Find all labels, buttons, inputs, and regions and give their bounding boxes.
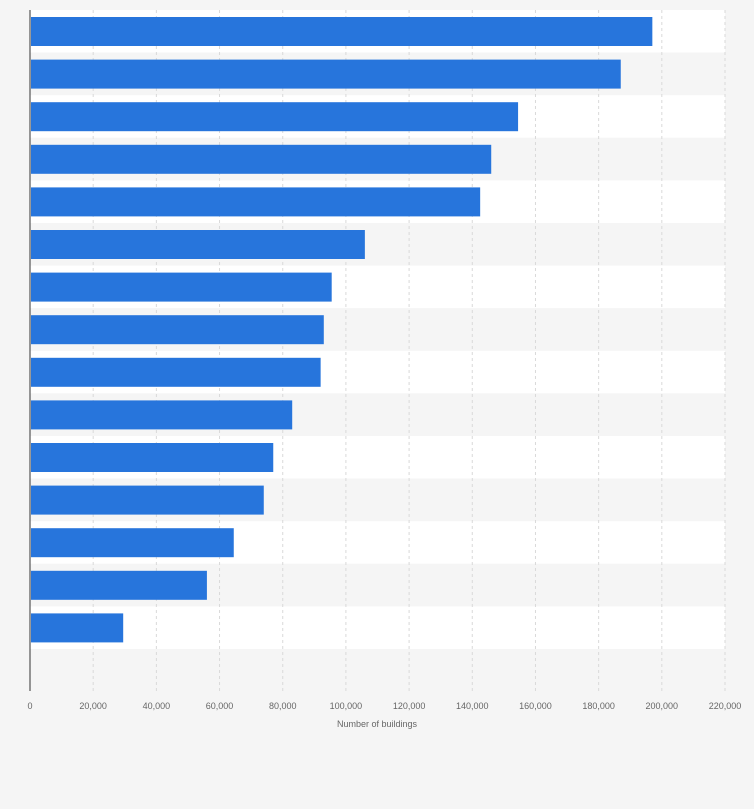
x-tick-label: 180,000: [582, 701, 615, 711]
x-tick-label: 80,000: [269, 701, 297, 711]
x-tick-label: 140,000: [456, 701, 489, 711]
bar[interactable]: [31, 272, 332, 302]
bar[interactable]: [31, 570, 207, 600]
bar[interactable]: [31, 144, 492, 174]
bar[interactable]: [31, 613, 124, 643]
bar[interactable]: [31, 400, 293, 430]
x-tick-label: 220,000: [709, 701, 742, 711]
bar[interactable]: [31, 59, 621, 89]
bar[interactable]: [31, 187, 481, 217]
bar[interactable]: [31, 485, 264, 515]
bar[interactable]: [31, 230, 365, 259]
x-tick-label: 120,000: [393, 701, 426, 711]
x-tick-label: 100,000: [330, 701, 363, 711]
bar[interactable]: [31, 528, 234, 558]
bar[interactable]: [31, 443, 274, 472]
bar[interactable]: [31, 357, 321, 387]
x-tick-labels: 0 20,000 40,000 60,000 80,000 100,000 120,000 1…: [27, 701, 741, 711]
x-tick-label: 200,000: [646, 701, 679, 711]
x-tick-label: 0: [27, 701, 32, 711]
row-band: [30, 649, 725, 691]
x-axis-title: Number of buildings: [337, 719, 418, 729]
x-tick-label: 40,000: [143, 701, 171, 711]
x-tick-label: 160,000: [519, 701, 552, 711]
bar[interactable]: [31, 315, 324, 345]
bar[interactable]: [31, 102, 519, 132]
row-band: [30, 606, 725, 649]
bar[interactable]: [31, 17, 653, 46]
x-tick-label: 60,000: [206, 701, 234, 711]
bars: [31, 17, 653, 643]
x-tick-label: 20,000: [79, 701, 107, 711]
